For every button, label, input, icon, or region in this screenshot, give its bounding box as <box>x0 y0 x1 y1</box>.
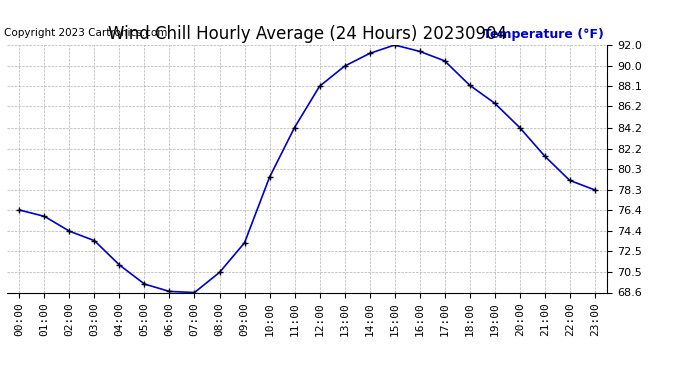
Text: Copyright 2023 Cartronics.com: Copyright 2023 Cartronics.com <box>4 28 167 38</box>
Title: Wind Chill Hourly Average (24 Hours) 20230904: Wind Chill Hourly Average (24 Hours) 202… <box>108 26 506 44</box>
Text: Temperature (°F): Temperature (°F) <box>483 28 604 40</box>
